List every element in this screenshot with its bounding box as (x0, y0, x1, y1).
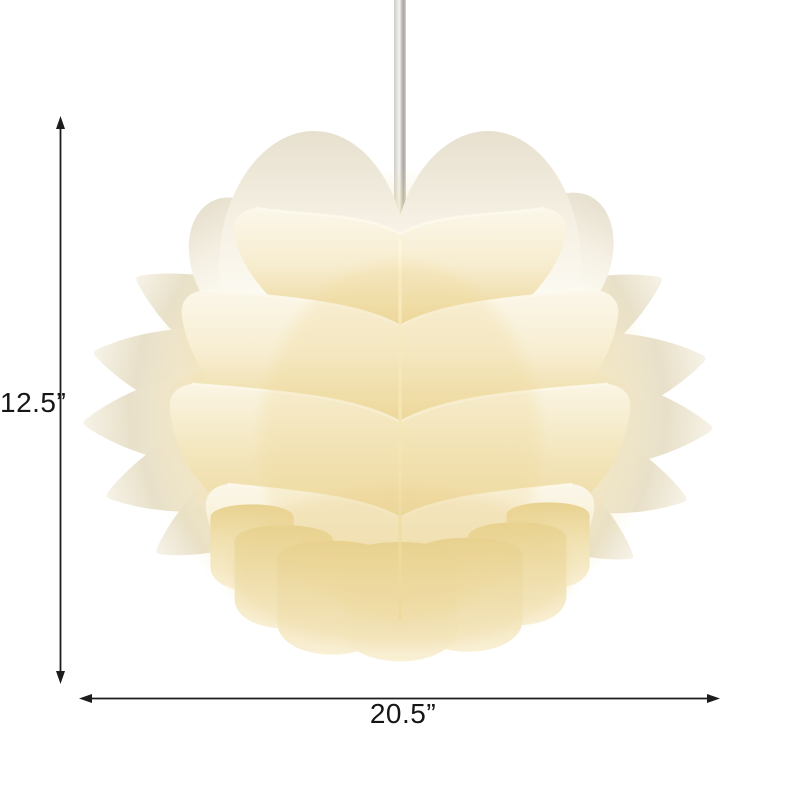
arrow-right-icon (707, 694, 720, 703)
width-dimension-label: 20.5” (369, 698, 437, 729)
warm-light-overlay (230, 262, 570, 647)
arrow-down-icon (56, 671, 65, 684)
arrow-up-icon (56, 116, 65, 129)
arrow-left-icon (79, 694, 92, 703)
lamp-illustration (81, 131, 716, 662)
height-dimension-label: 12.5” (0, 387, 67, 418)
